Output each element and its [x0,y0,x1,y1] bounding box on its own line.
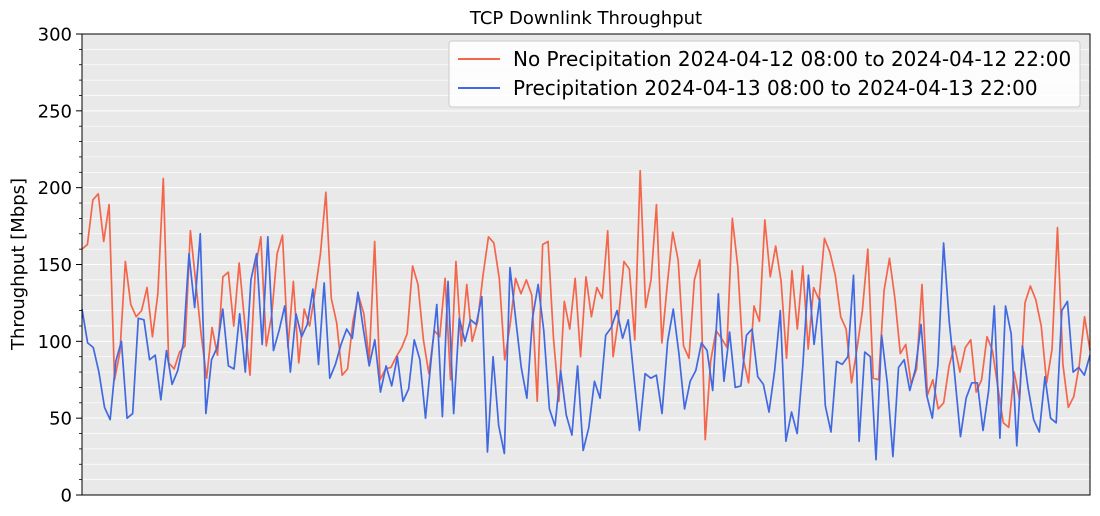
y-tick-label: 250 [38,101,72,122]
y-tick-label: 300 [38,25,72,46]
legend-label-no-precipitation: No Precipitation 2024-04-12 08:00 to 202… [513,47,1071,71]
y-axis-label: Throughput [Mbps] [8,178,29,351]
legend: No Precipitation 2024-04-12 08:00 to 202… [448,40,1081,108]
axes-frame [81,33,1091,496]
chart-title: TCP Downlink Throughput [469,8,702,29]
series-line-precipitation [81,232,1091,461]
series-lines [81,169,1091,461]
legend-box [448,40,1081,108]
y-tick-label: 100 [38,332,72,353]
y-tick-label: 150 [38,255,72,276]
y-tick-label: 0 [61,486,72,507]
y-tick-label: 200 [38,178,72,199]
legend-label-precipitation: Precipitation 2024-04-13 08:00 to 2024-0… [513,76,1038,100]
y-axis: 0 50 100 150 200 250 300 [38,25,1091,507]
y-tick-label: 50 [49,409,72,430]
series-line-no-precipitation [81,169,1091,441]
